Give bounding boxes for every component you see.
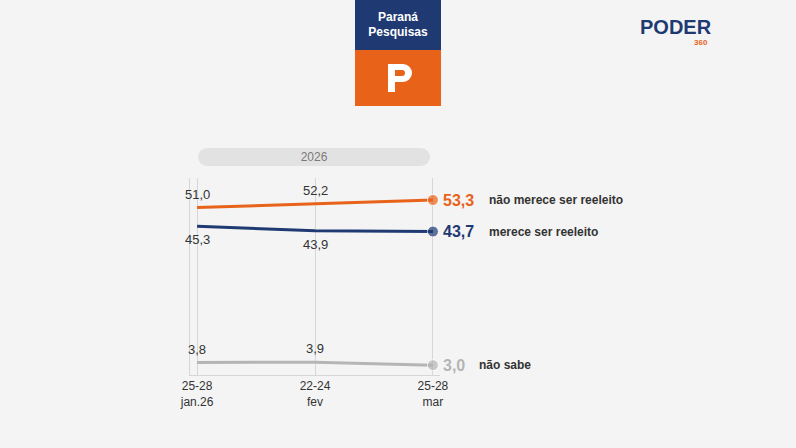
svg-text:merece ser reeleito: merece ser reeleito	[489, 225, 598, 239]
svg-text:3,8: 3,8	[188, 342, 206, 357]
svg-text:3,9: 3,9	[306, 341, 324, 356]
svg-text:25-28mar: 25-28mar	[418, 379, 449, 409]
svg-text:22-24fev: 22-24fev	[300, 379, 331, 409]
svg-text:43,9: 43,9	[303, 237, 328, 252]
html-text:Paraná Pesquisas: Paraná Pesquisas	[368, 10, 428, 39]
svg-text:não merece ser reeleito: não merece ser reeleito	[489, 193, 623, 207]
svg-text:25-28jan.26: 25-28jan.26	[180, 379, 214, 409]
html-text:360: 360	[694, 38, 708, 47]
html-text:PODER: PODER	[640, 16, 712, 38]
svg-text:45,3: 45,3	[185, 232, 210, 247]
svg-text:não sabe: não sabe	[479, 358, 531, 372]
html-text:2026: 2026	[300, 150, 328, 164]
svg-text:51,0: 51,0	[185, 187, 210, 202]
svg-text:52,2: 52,2	[303, 183, 328, 198]
svg-text:53,3: 53,3	[443, 192, 474, 209]
svg-text:43,7: 43,7	[443, 223, 474, 240]
svg-text:3,0: 3,0	[443, 357, 465, 374]
